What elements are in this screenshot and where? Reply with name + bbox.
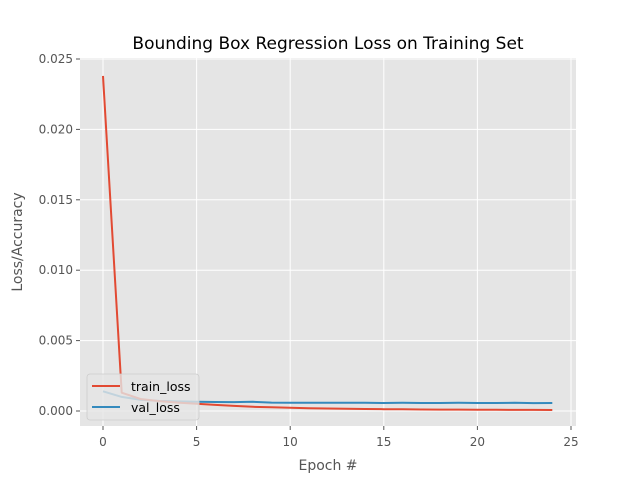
x-tick-label: 25 <box>563 435 578 449</box>
x-tick-label: 0 <box>99 435 107 449</box>
plot-area <box>80 58 576 426</box>
y-tick-label: 0.025 <box>39 52 73 66</box>
y-axis-ticks: 0.000 0.005 0.010 0.015 0.020 0.025 <box>39 52 80 418</box>
y-tick-label: 0.000 <box>39 404 73 418</box>
y-tick-label: 0.020 <box>39 122 73 136</box>
y-axis-label: Loss/Accuracy <box>10 192 26 291</box>
x-tick-label: 15 <box>376 435 391 449</box>
x-tick-label: 10 <box>283 435 298 449</box>
chart-title: Bounding Box Regression Loss on Training… <box>132 34 523 54</box>
y-tick-label: 0.010 <box>39 263 73 277</box>
legend-label-train-loss: train_loss <box>131 379 191 394</box>
x-tick-label: 5 <box>193 435 201 449</box>
y-tick-label: 0.015 <box>39 193 73 207</box>
x-tick-label: 20 <box>470 435 485 449</box>
y-tick-label: 0.005 <box>39 334 73 348</box>
x-axis-label: Epoch # <box>298 458 357 474</box>
legend: train_loss val_loss <box>86 373 200 421</box>
x-axis-ticks: 0 5 10 15 20 25 <box>99 426 579 449</box>
legend-label-val-loss: val_loss <box>131 400 180 415</box>
